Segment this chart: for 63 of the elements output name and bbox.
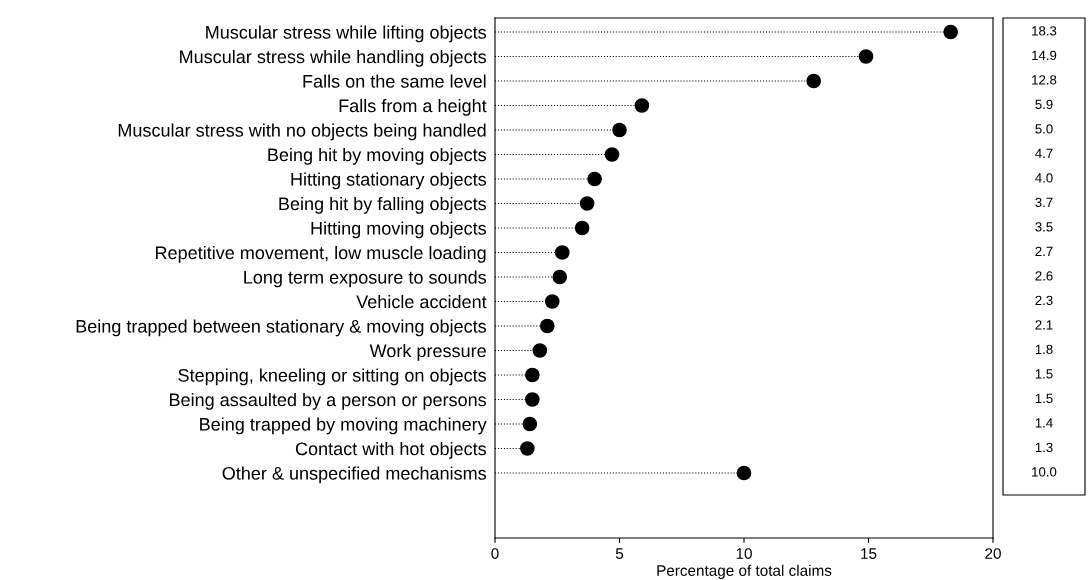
- data-label: 1.4: [1035, 418, 1053, 428]
- point: [522, 416, 538, 432]
- y-tick-label: Being assaulted by a person or persons: [169, 392, 487, 410]
- data-label: 1.3: [1035, 442, 1053, 453]
- point: [858, 49, 874, 64]
- point: [579, 196, 595, 211]
- point: [525, 367, 540, 383]
- point: [540, 318, 555, 334]
- point: [544, 294, 560, 309]
- x-tick-label: 10: [736, 548, 752, 559]
- point: [943, 24, 958, 40]
- y-tick-label: Vehicle accident: [356, 294, 487, 309]
- data-label: 14.9: [1032, 50, 1057, 61]
- y-tick-label: Hitting moving objects: [311, 221, 487, 239]
- point: [604, 147, 620, 162]
- y-tick-label: Muscular stress while lifting objects: [206, 25, 487, 43]
- point: [554, 245, 570, 260]
- data-label: 10.0: [1032, 467, 1057, 477]
- point: [806, 73, 822, 89]
- y-tick-label: Muscular stress with no objects being handled: [118, 123, 486, 141]
- data-label: 5.9: [1035, 99, 1053, 110]
- data-label: 12.8: [1032, 75, 1057, 85]
- y-tick-label: Contact with hot objects: [295, 441, 487, 459]
- data-label: 2.7: [1035, 246, 1053, 256]
- x-tick-label: 15: [861, 548, 877, 559]
- data-label: 2.1: [1035, 320, 1053, 330]
- data-label: 1.5: [1035, 393, 1053, 404]
- y-tick-label: Repetitive movement, low muscle loading: [155, 245, 486, 263]
- y-tick-label: Falls on the same level: [303, 74, 486, 88]
- y-tick-label: Stepping, kneeling or sitting on objects: [178, 368, 487, 386]
- data-label: 1.8: [1035, 344, 1053, 355]
- point: [552, 269, 568, 285]
- y-tick-label: Work pressure: [369, 343, 486, 361]
- data-label: 3.5: [1035, 222, 1053, 232]
- point: [587, 171, 602, 187]
- point: [736, 465, 752, 481]
- y-tick-label: Long term exposure to sounds: [244, 270, 487, 288]
- data-label: 1.5: [1035, 369, 1053, 379]
- y-tick-label: Other & unspecified mechanisms: [222, 466, 487, 484]
- x-axis-title: Percentage of total claims: [657, 564, 832, 579]
- point: [574, 220, 590, 236]
- y-tick-label: Being hit by moving objects: [268, 147, 487, 165]
- point: [532, 343, 548, 358]
- y-tick-label: Falls from a height: [339, 98, 487, 116]
- y-tick-label: Muscular stress while handling objects: [180, 49, 487, 67]
- y-tick-label: Being trapped by moving machinery: [200, 417, 487, 435]
- data-label: 4.7: [1035, 148, 1053, 158]
- point: [525, 392, 540, 407]
- x-tick-label: 20: [985, 548, 1001, 559]
- data-label: 18.3: [1032, 26, 1057, 36]
- point: [612, 122, 627, 138]
- y-tick-label: Hitting stationary objects: [291, 172, 487, 190]
- data-label: 2.3: [1035, 295, 1053, 306]
- y-tick-label: Being hit by falling objects: [279, 196, 487, 214]
- data-label: 4.0: [1035, 173, 1053, 183]
- x-tick-label: 5: [615, 548, 624, 559]
- data-label: 3.7: [1035, 197, 1053, 208]
- point: [634, 98, 650, 113]
- data-label: 5.0: [1035, 124, 1053, 134]
- point: [520, 441, 535, 456]
- y-tick-label: Being trapped between stationary & moving objects: [76, 319, 487, 337]
- data-label: 2.6: [1035, 271, 1053, 281]
- x-tick-label: 0: [491, 548, 499, 559]
